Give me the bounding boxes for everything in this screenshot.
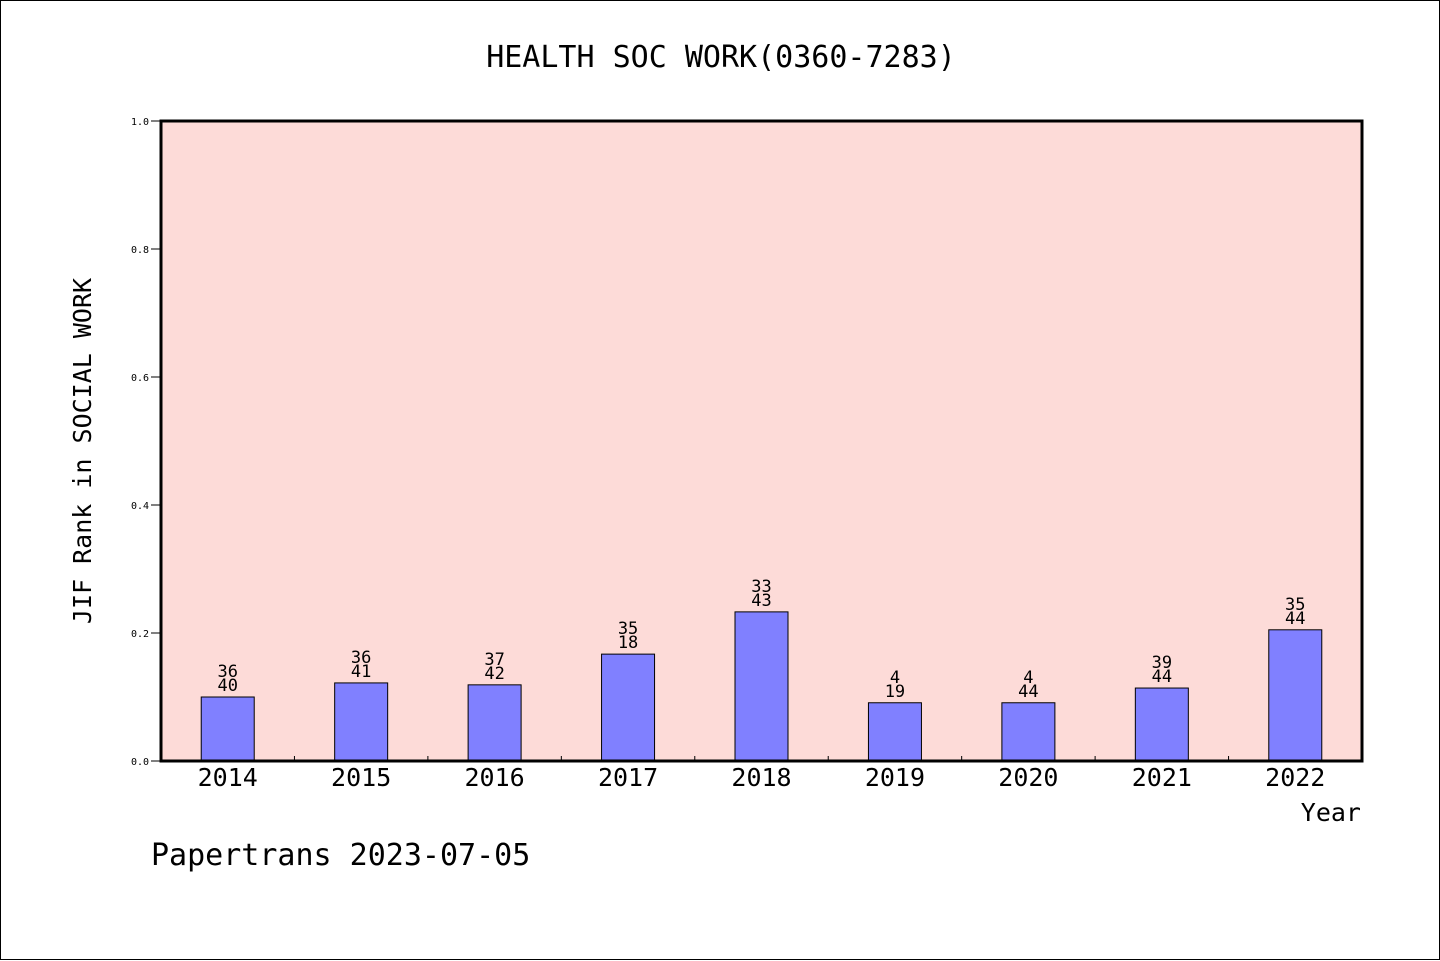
rank-label-2022: 35 bbox=[1285, 595, 1305, 615]
rank-label-2019: 4 bbox=[890, 668, 900, 688]
x-tick-label-2020: 2020 bbox=[998, 763, 1058, 792]
x-tick-label-2018: 2018 bbox=[731, 763, 791, 792]
y-axis-ticks: 0.0 0.2 0.4 0.6 0.8 1.0 bbox=[131, 117, 161, 768]
total-label-2015: 41 bbox=[351, 662, 371, 682]
y-axis-label: JIF Rank in SOCIAL WORK bbox=[68, 278, 97, 624]
x-tick-label-2014: 2014 bbox=[198, 763, 258, 792]
bar-2016 bbox=[467, 684, 522, 762]
bar-2017 bbox=[601, 653, 656, 762]
x-axis-label: Year bbox=[1301, 798, 1361, 827]
bar-2020 bbox=[1001, 702, 1056, 762]
total-label-2021: 44 bbox=[1152, 667, 1172, 687]
rank-label-2017: 35 bbox=[618, 619, 638, 639]
y-tick-label-0.0: 0.0 bbox=[131, 757, 149, 768]
y-tick-label-0.8: 0.8 bbox=[131, 245, 149, 256]
bar-2015 bbox=[334, 682, 389, 762]
x-tick-label-2021: 2021 bbox=[1132, 763, 1192, 792]
total-label-2020: 44 bbox=[1018, 682, 1038, 702]
chart-title: HEALTH SOC WORK(0360-7283) bbox=[486, 40, 956, 75]
y-tick-label-0.2: 0.2 bbox=[131, 629, 149, 640]
plot-border bbox=[159, 119, 1364, 763]
bar-2022 bbox=[1268, 629, 1323, 762]
rank-label-2018: 33 bbox=[751, 577, 771, 597]
total-label-2019: 19 bbox=[885, 682, 905, 702]
total-label-2016: 42 bbox=[484, 664, 504, 684]
bar-2014 bbox=[200, 696, 255, 762]
total-label-2017: 18 bbox=[618, 633, 638, 653]
x-axis-ticks: 2014 2015 2016 2017 2018 2019 2020 2021 2022 bbox=[198, 756, 1325, 792]
x-tick-label-2019: 2019 bbox=[865, 763, 925, 792]
rank-label-2016: 37 bbox=[484, 650, 504, 670]
y-tick-label-0.4: 0.4 bbox=[131, 501, 149, 512]
rank-label-2020: 4 bbox=[1023, 668, 1033, 688]
x-tick-label-2016: 2016 bbox=[465, 763, 525, 792]
bar-2018 bbox=[734, 611, 789, 762]
bar-2019 bbox=[867, 702, 922, 762]
rank-label-2021: 39 bbox=[1152, 653, 1172, 673]
bars-group bbox=[200, 611, 1323, 762]
y-tick-label-1.0: 1.0 bbox=[131, 117, 149, 128]
rank-label-2014: 36 bbox=[217, 662, 237, 682]
total-label-2018: 43 bbox=[751, 591, 771, 611]
bar-2021 bbox=[1134, 687, 1189, 762]
footer-watermark: Papertrans 2023-07-05 bbox=[151, 838, 530, 873]
x-tick-label-2017: 2017 bbox=[598, 763, 658, 792]
y-tick-label-0.6: 0.6 bbox=[131, 373, 149, 384]
x-tick-label-2015: 2015 bbox=[331, 763, 391, 792]
rank-label-2015: 36 bbox=[351, 648, 371, 668]
x-tick-label-2022: 2022 bbox=[1265, 763, 1325, 792]
total-label-2014: 40 bbox=[217, 676, 237, 696]
total-label-2022: 44 bbox=[1285, 609, 1305, 629]
